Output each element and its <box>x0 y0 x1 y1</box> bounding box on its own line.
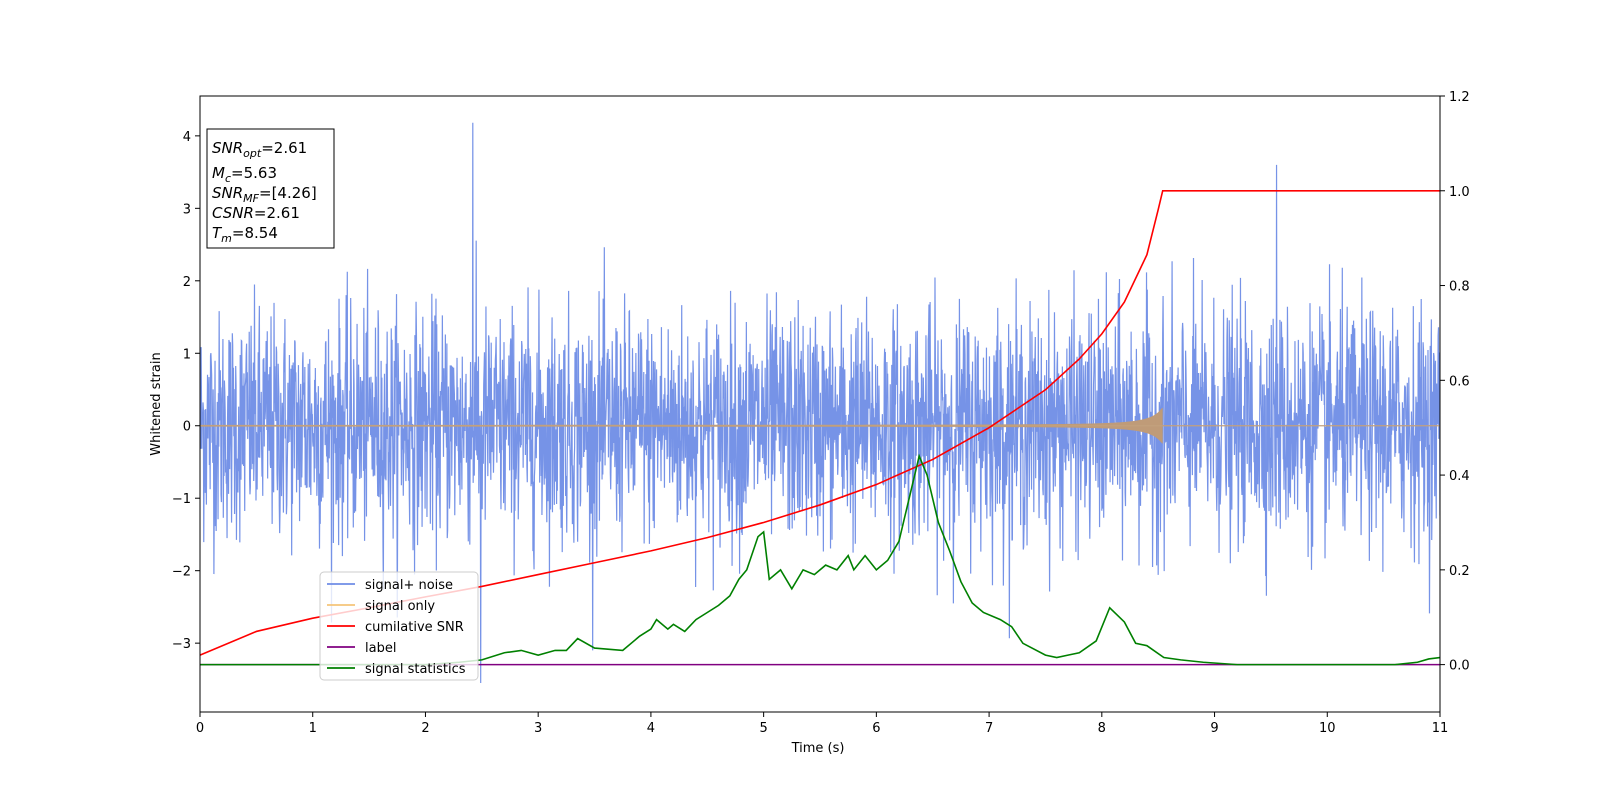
info-box-line: SNRMF=[4.26] <box>212 184 317 205</box>
x-tick-label: 9 <box>1210 721 1218 736</box>
info-box-frame <box>206 128 335 249</box>
info-symbol: SNR <box>212 139 243 157</box>
x-tick-label: 10 <box>1319 721 1336 736</box>
y-tick-label: −2 <box>172 565 191 580</box>
series-signal-statistics-line <box>200 453 1440 666</box>
legend-entry-label: signal+ noise <box>365 578 453 593</box>
y2-tick-label: 1.2 <box>1449 90 1470 105</box>
x-tick-label: 7 <box>985 721 993 736</box>
y2-tick-label: 0.6 <box>1449 374 1470 389</box>
info-symbol: SNR <box>212 184 243 202</box>
y-axis-right: 0.0 0.2 0.4 0.6 0.8 1.0 1.2 <box>1440 90 1470 674</box>
info-subscript: MF <box>243 192 259 205</box>
y-tick-label: −1 <box>172 492 191 507</box>
x-axis: 0 1 2 3 4 5 6 7 8 9 10 11 <box>196 712 1448 736</box>
y2-tick-label: 0.2 <box>1449 564 1470 579</box>
y2-tick-label: 0.8 <box>1449 280 1470 295</box>
x-tick-label: 1 <box>309 721 317 736</box>
info-symbol: M <box>212 164 225 182</box>
info-box: SNRopt=2.61Mc=5.63SNRMF=[4.26]CSNR=2.61T… <box>206 128 335 249</box>
x-tick-label: 2 <box>421 721 429 736</box>
info-box-line: SNRopt=2.61 <box>212 139 307 160</box>
y-tick-label: 0 <box>183 420 191 435</box>
legend-entry-label: signal only <box>365 599 435 614</box>
x-axis-label: Time (s) <box>791 741 845 756</box>
x-tick-label: 4 <box>647 721 655 736</box>
info-symbol: CSNR <box>212 204 254 222</box>
legend-entry-label: label <box>365 641 396 656</box>
legend: signal+ noise signal only cumilative SNR la… <box>319 571 479 681</box>
info-value: =[4.26] <box>259 184 317 202</box>
info-value: =2.61 <box>261 139 307 157</box>
info-subscript: m <box>221 232 232 245</box>
y2-tick-label: 0.0 <box>1449 659 1470 674</box>
x-tick-label: 5 <box>759 721 767 736</box>
legend-entry-label: cumilative SNR <box>365 620 464 635</box>
info-subscript: opt <box>243 147 262 160</box>
info-box-line: Mc=5.63 <box>212 164 277 185</box>
y-tick-label: 3 <box>183 202 191 217</box>
y-axis-left: −3 −2 −1 0 1 2 3 4 <box>172 130 200 652</box>
y-axis-label: Whitened strain <box>149 352 164 455</box>
y-tick-label: 2 <box>183 275 191 290</box>
info-box-line: CSNR=2.61 <box>212 204 300 222</box>
x-tick-label: 0 <box>196 721 204 736</box>
info-subscript: c <box>225 172 231 185</box>
y-tick-label: −3 <box>172 637 191 652</box>
plot-frame <box>199 95 1441 713</box>
series-signal-noise-line <box>200 122 1440 684</box>
y2-tick-label: 1.0 <box>1449 185 1470 200</box>
legend-entry-label: signal statistics <box>365 662 466 677</box>
info-value: =2.61 <box>254 204 300 222</box>
info-value: =8.54 <box>232 224 278 242</box>
legend-frame <box>319 571 479 681</box>
info-box-line: Tm=8.54 <box>212 224 278 245</box>
y2-tick-label: 0.4 <box>1449 469 1470 484</box>
x-tick-label: 6 <box>872 721 880 736</box>
info-value: =5.63 <box>231 164 277 182</box>
info-symbol: T <box>212 224 223 242</box>
y-tick-label: 1 <box>183 347 191 362</box>
x-tick-label: 11 <box>1432 721 1449 736</box>
x-tick-label: 3 <box>534 721 542 736</box>
y-tick-label: 4 <box>183 130 191 145</box>
x-tick-label: 8 <box>1098 721 1106 736</box>
